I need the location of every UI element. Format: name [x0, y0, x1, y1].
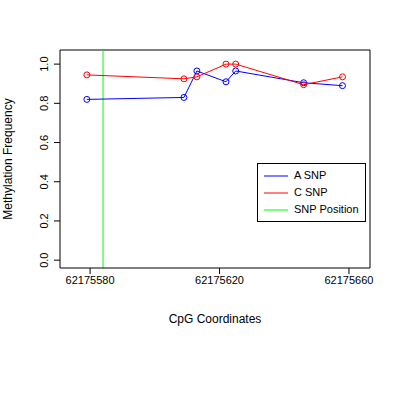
svg-text:Methylation Frequency: Methylation Frequency [8, 98, 15, 219]
html-text:C SNP: C SNP [294, 186, 328, 198]
svg-text:CpG Coordinates: CpG Coordinates [169, 312, 262, 326]
svg-text:62175660: 62175660 [324, 274, 373, 286]
svg-text:0.4: 0.4 [38, 174, 50, 189]
svg-text:62175620: 62175620 [195, 274, 244, 286]
svg-text:0.2: 0.2 [38, 213, 50, 228]
svg-text:1.0: 1.0 [38, 56, 50, 71]
svg-text:0.0: 0.0 [38, 253, 50, 268]
svg-text:0.8: 0.8 [38, 96, 50, 111]
html-text:A SNP: A SNP [294, 169, 327, 181]
svg-text:0.6: 0.6 [38, 135, 50, 150]
svg-text:62175580: 62175580 [66, 274, 115, 286]
html-text:SNP Position: SNP Position [294, 203, 359, 215]
